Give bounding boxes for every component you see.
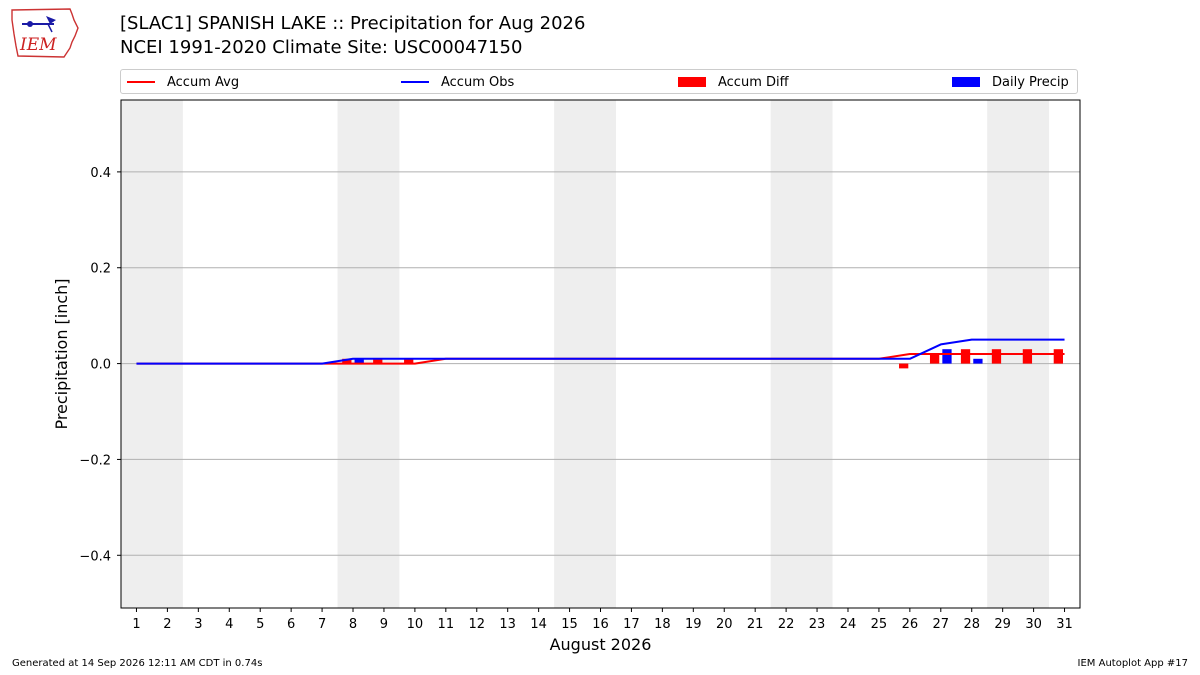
x-tick-label: 16 [592,617,609,632]
legend-label-accum-obs: Accum Obs [441,74,515,90]
x-tick-label: 20 [716,617,733,632]
legend-item-accum-avg: Accum Avg [127,73,239,91]
iem-logo: IEM [8,6,80,60]
weekend-shading-1 [337,100,400,608]
x-tick-label: 30 [1025,617,1042,632]
x-tick-label: 28 [963,617,980,632]
x-tick-label: 9 [380,617,388,632]
x-tick-label: 4 [225,617,233,632]
x-tick-label: 12 [468,617,485,632]
x-tick-label: 19 [685,617,702,632]
y-tick-label: −0.4 [79,549,111,564]
legend-swatch-accum-obs [401,81,429,83]
legend-item-daily-precip: Daily Precip [952,73,1069,91]
x-tick-label: 25 [871,617,888,632]
x-tick-label: 29 [994,617,1011,632]
x-tick-label: 5 [256,617,264,632]
x-tick-label: 22 [778,617,795,632]
daily-precip-bar [973,358,983,364]
accum-diff-bar [1053,349,1063,364]
x-tick-label: 21 [747,617,764,632]
x-tick-label: 13 [499,617,516,632]
y-axis-label: Precipitation [inch] [52,278,71,429]
accum-diff-bar [373,358,383,364]
weekend-shading-3 [770,100,833,608]
x-tick-label: 27 [933,617,950,632]
app-credit: IEM Autoplot App #17 [1077,658,1188,669]
logo-text: IEM [19,35,57,55]
x-tick-label: 3 [194,617,202,632]
legend-swatch-accum-avg [127,81,155,83]
x-tick-label: 6 [287,617,295,632]
accum-diff-bar [899,363,909,369]
accum-diff-bar [342,358,352,364]
accum-diff-bar [960,349,971,364]
legend-swatch-accum-diff [678,77,706,87]
generated-timestamp: Generated at 14 Sep 2026 12:11 AM CDT in… [12,658,263,669]
x-axis-label: August 2026 [550,635,652,654]
x-tick-label: 10 [407,617,424,632]
x-tick-label: 1 [132,617,140,632]
accum-diff-bar [1022,349,1033,364]
legend-label-daily-precip: Daily Precip [992,74,1069,90]
x-tick-label: 24 [840,617,857,632]
x-tick-label: 14 [530,617,547,632]
x-tick-label: 26 [902,617,919,632]
x-tick-label: 2 [163,617,171,632]
chart-subtitle: NCEI 1991-2020 Climate Site: USC00047150 [120,37,523,58]
x-tick-label: 15 [561,617,578,632]
x-tick-label: 11 [438,617,455,632]
legend-item-accum-diff: Accum Diff [678,73,789,91]
x-tick-label: 18 [654,617,671,632]
legend-label-accum-avg: Accum Avg [167,74,240,90]
y-tick-label: 0.0 [90,358,111,373]
daily-precip-bar [942,349,952,364]
legend-item-accum-obs: Accum Obs [401,73,514,91]
daily-precip-bar [354,358,364,364]
accum-diff-bar [991,349,1002,364]
x-tick-label: 8 [349,617,357,632]
legend: Accum Avg Accum Obs Accum Diff Daily Pre… [120,69,1078,94]
accum-diff-bar [929,354,940,364]
accum-diff-bar [404,358,414,364]
accum-obs-line [136,338,1065,365]
x-tick-label: 7 [318,617,326,632]
x-tick-label: 31 [1056,617,1073,632]
legend-swatch-daily-precip [952,77,980,87]
weekend-shading-2 [554,100,616,608]
x-tick-label: 23 [809,617,826,632]
y-tick-label: 0.2 [90,262,111,277]
y-tick-label: 0.4 [90,166,111,181]
legend-label-accum-diff: Accum Diff [718,74,789,90]
x-tick-label: 17 [623,617,640,632]
y-tick-label: −0.2 [79,453,111,468]
weekend-shading-0 [121,100,183,608]
chart-title: [SLAC1] SPANISH LAKE :: Precipitation fo… [120,13,586,34]
